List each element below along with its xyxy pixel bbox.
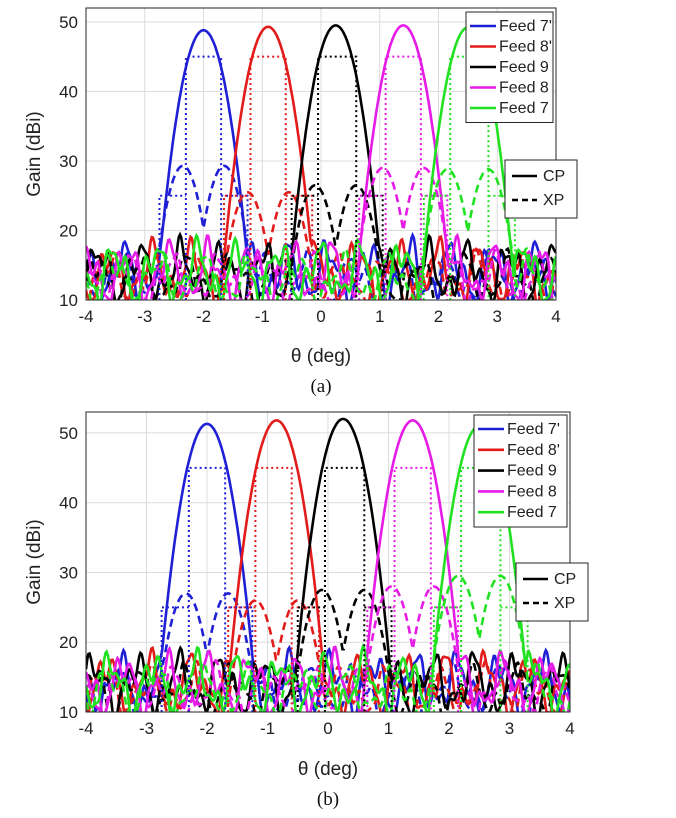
axes-frame [85,7,557,301]
legend-label: Feed 9 [507,463,557,480]
style-legend-box [504,159,578,219]
coverage-box-high [184,55,223,300]
xp-curve [86,168,554,300]
coverage-box-low-right [225,606,254,712]
x-tick-label: 1 [375,307,384,326]
x-tick-label: 3 [505,719,514,738]
series-legend: Feed 7' Feed 8' Feed 9 Feed 8 Feed 7 [473,414,568,528]
xp-curve [86,183,556,300]
x-tick-label: 2 [444,719,453,738]
legend-label: Feed 7' [499,18,552,35]
panel-b: -4 -3 -2 -1 0 1 2 3 4 10 20 30 40 50 θ (deg) Gain (d… [24,411,589,810]
y-tick-label: 40 [59,82,78,101]
y-tick-label: 10 [59,291,78,310]
xp-curve [86,585,570,712]
coverage-box-low-right [221,194,249,300]
x-tick-label: -4 [78,307,93,326]
y-axis-label: Gain (dBi) [24,111,45,197]
x-tick-label: 4 [551,307,560,326]
x-tick-label: -2 [199,719,214,738]
y-tick-labels: 10 20 30 40 50 [59,424,78,722]
x-tick-label: -3 [139,719,154,738]
xp-curve [86,574,570,712]
coverage-box-low-left [290,194,319,300]
cp-xp-legend: CP XP [504,159,578,219]
y-tick-label: 50 [59,424,78,443]
y-tick-labels: 10 20 30 40 50 [59,13,78,310]
coverage-box-low-right [356,194,384,300]
y-tick-label: 20 [59,633,78,652]
coverage-box-high [317,55,358,300]
x-tick-label: 4 [565,719,574,738]
coverage-box-high [249,55,287,300]
style-legend-label: CP [543,168,565,185]
legend-label: Feed 9 [499,59,549,76]
style-legend-box [515,562,589,622]
legend-label: Feed 7' [507,421,560,438]
coverage-box-high [460,466,502,712]
y-tick-label: 30 [59,152,78,171]
legend-label: Feed 8' [499,39,552,56]
y-tick-label: 20 [59,221,78,240]
style-legend-label: XP [543,192,564,209]
cp-curve [86,24,556,300]
coverage-box-low-left [158,194,186,300]
coverage-box-low-right [500,606,529,712]
panel-caption: (b) [317,789,339,810]
xp-curve [86,166,556,300]
x-tick-label: -4 [78,719,93,738]
x-tick-label: -3 [137,307,152,326]
coverage-box-low-right [285,194,314,300]
coverage-box-low-right [291,606,320,712]
legend-label: Feed 7 [499,100,549,117]
coverage-boxes [160,466,529,712]
curves [86,24,556,300]
x-tick-labels: -4 -3 -2 -1 0 1 2 3 4 [78,307,560,326]
coverage-box-high [449,55,490,300]
coverage-box-high [384,55,422,300]
series-legend: Feed 7' Feed 8' Feed 9 Feed 8 Feed 7 [465,11,554,123]
x-tick-label: -2 [196,307,211,326]
xp-curve [86,599,570,712]
legend-label: Feed 8 [507,483,557,500]
x-tick-labels: -4 -3 -2 -1 0 1 2 3 4 [78,719,574,738]
x-tick-label: 3 [493,307,502,326]
coverage-boxes [158,55,516,300]
legend-label: Feed 8' [507,442,560,459]
y-axis-label: Gain (dBi) [24,519,45,605]
x-tick-label: 0 [323,719,332,738]
x-axis-label: θ (deg) [298,759,358,780]
style-legend-label: XP [554,595,575,612]
x-tick-label: 0 [316,307,325,326]
style-legend-label: CP [554,571,576,588]
x-tick-label: 1 [384,719,393,738]
coverage-box-high [323,466,366,712]
panel-caption: (a) [310,376,331,397]
x-tick-label: 2 [434,307,443,326]
cp-curve [86,24,556,300]
coverage-box-low-left [358,194,386,300]
y-tick-label: 50 [59,13,78,32]
panel-a: -4 -3 -2 -1 0 1 2 3 4 10 20 30 40 50 θ (deg) Gain (d… [24,7,578,397]
coverage-box-low-right [430,606,460,712]
legend-label: Feed 7 [507,504,557,521]
x-tick-label: -1 [255,307,270,326]
coverage-box-low-left [422,194,451,300]
axes-frame [85,411,571,713]
legend-label: Feed 8 [499,80,549,97]
y-tick-label: 30 [59,563,78,582]
x-axis-label: θ (deg) [291,346,351,367]
coverage-box-low-right [420,194,449,300]
x-tick-label: -1 [260,719,275,738]
coverage-box-low-right [364,606,393,712]
y-tick-label: 40 [59,494,78,513]
y-tick-label: 10 [59,703,78,722]
coverage-box-low-left [223,194,251,300]
cp-xp-legend: CP XP [515,562,589,622]
